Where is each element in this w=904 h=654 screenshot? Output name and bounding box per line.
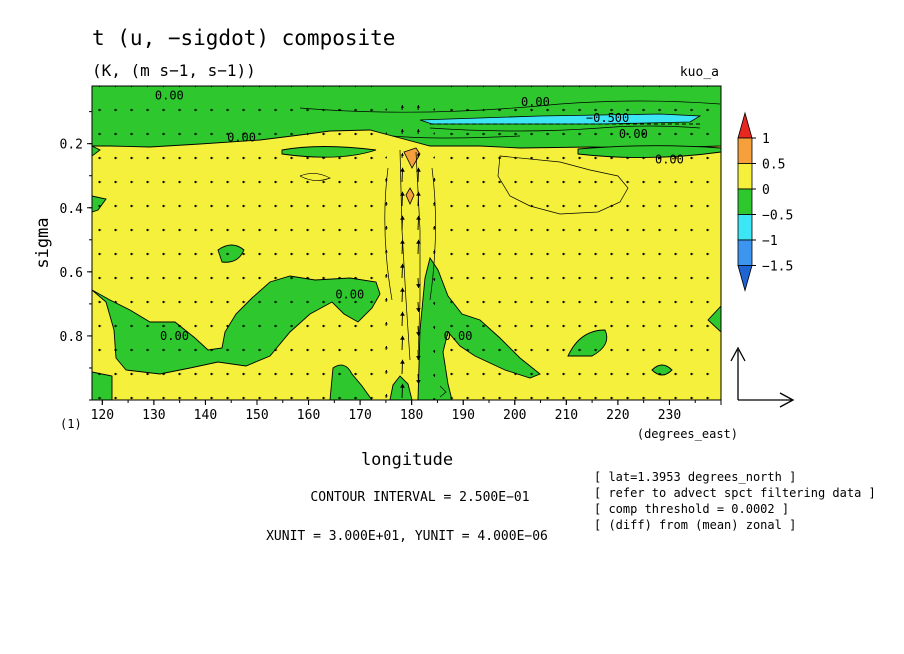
negative-patch-bottom-2 (389, 375, 413, 400)
run-tag: kuo_a (680, 65, 719, 80)
x-tick-label: 210 (555, 408, 578, 423)
contour-label-5: 0.00 (227, 130, 256, 144)
positive-core-mid (405, 187, 415, 205)
x-tick-label: 170 (348, 408, 371, 423)
colorbar-label: −1.5 (762, 260, 793, 275)
y-tick-label: 0.6 (60, 266, 83, 281)
contour-line-2 (429, 125, 701, 132)
unit-text: XUNIT = 3.000E+01, YUNIT = 4.000E−06 (266, 529, 548, 544)
contour-line-10 (439, 385, 447, 398)
negative-patch-right-edge (707, 305, 721, 333)
x-tick-label: 230 (658, 408, 681, 423)
contour-line-1 (299, 100, 721, 113)
contour-interval-text: CONTOUR INTERVAL = 2.500E−01 (310, 490, 529, 505)
x-tick-label: 220 (606, 408, 629, 423)
note-line-3: [ comp threshold = 0.0002 ] (594, 502, 789, 516)
chart-subtitle: (K, (m s−1, s−1)) (92, 61, 256, 80)
chart-title: t (u, −sigdot) composite (92, 26, 395, 50)
colorbar-top-triangle (737, 111, 753, 139)
colorbar: 1 0.5 0 −0.5 −1 −1.5 (737, 111, 793, 292)
plot-frame (91, 85, 722, 401)
contour-line-5 (299, 173, 331, 181)
x-tick-label: 140 (194, 408, 217, 423)
negative-patch-lower-right-1 (567, 329, 608, 357)
y-tick-label: 0.4 (60, 202, 84, 217)
contour-label-4: 0.00 (619, 127, 648, 141)
y-tick-label: 0.2 (60, 138, 83, 153)
x-tick-label: 190 (451, 408, 474, 423)
negative-patch-left-edge-2 (92, 195, 107, 213)
contour-label-1: 0.00 (155, 89, 184, 103)
contour-labels: 0.00 0.00 −0.500 0.00 0.00 0.00 0.00 0.00 0.00 (155, 89, 684, 343)
x-tick-label: 150 (245, 408, 268, 423)
colorbar-bin (737, 137, 753, 164)
colorbar-bin (737, 188, 753, 215)
contour-line-9 (429, 167, 436, 301)
contour-label-7: 0.00 (335, 287, 364, 301)
contour-line-7 (415, 151, 421, 361)
negative-patch-small-left (217, 244, 245, 263)
note-line-2: [ refer to advect spct filtering data ] (594, 486, 876, 500)
colorbar-bin (737, 239, 753, 266)
contour-label-8: 0.00 (160, 329, 189, 343)
y-axis-units: (1) (60, 417, 82, 431)
x-axis-units: (degrees_east) (637, 427, 738, 441)
negative-patch-left-edge-1 (92, 145, 101, 157)
contour-label-2: 0.00 (521, 95, 550, 109)
x-tick-label: 120 (91, 408, 114, 423)
x-axis-ticks: 120 130 140 150 160 170 180 190 200 210 220 230 (91, 400, 722, 423)
contour-label-9: 0.00 (444, 329, 473, 343)
negative-patch-lower-left-edge (92, 371, 113, 400)
contour-label-6: 0.00 (655, 153, 684, 167)
colorbar-bin (737, 214, 753, 241)
y-axis-label: sigma (33, 217, 53, 268)
x-tick-label: 130 (142, 408, 165, 423)
contour-line-8 (384, 167, 393, 301)
colorbar-label: −1 (762, 234, 778, 249)
x-tick-label: 160 (297, 408, 320, 423)
vector-reference (730, 346, 795, 408)
negative-region-lower-center (417, 256, 541, 400)
x-axis-label: longitude (361, 450, 453, 470)
note-line-1: [ lat=1.3953 degrees_north ] (594, 470, 796, 484)
colorbar-label: 0 (762, 183, 770, 198)
colorbar-label: −0.5 (762, 209, 793, 224)
colorbar-label: 1 (762, 132, 770, 147)
y-tick-label: 0.8 (60, 330, 83, 345)
note-line-4: [ (diff) from (mean) zonal ] (594, 518, 796, 532)
contour-line-6 (399, 149, 411, 361)
contour-line-4 (497, 155, 629, 215)
negative-patch-lower-right-2 (651, 364, 673, 376)
plot-area: 0.00 0.00 −0.500 0.00 0.00 0.00 0.00 0.00 0.00 (91, 85, 722, 401)
colorbar-bin (737, 163, 753, 190)
x-tick-label: 180 (400, 408, 423, 423)
y-axis-ticks: 0.2 0.4 0.6 0.8 (60, 111, 92, 401)
negative-patch-upper-right (577, 145, 721, 158)
vector-field (98, 86, 710, 400)
contour-label-3: −0.500 (586, 111, 629, 125)
colorbar-label: 0.5 (762, 158, 785, 173)
contour-line-3 (391, 135, 521, 139)
x-tick-label: 200 (503, 408, 526, 423)
colorbar-bottom-triangle (737, 265, 753, 292)
negative-patch-upper-left (281, 146, 377, 158)
